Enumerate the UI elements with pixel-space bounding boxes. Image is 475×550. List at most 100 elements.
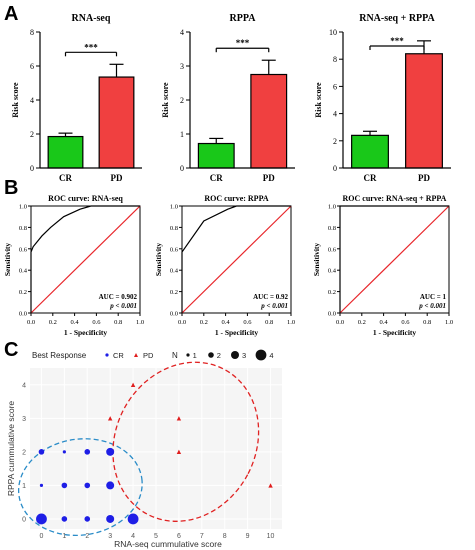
x-tick-label: 1.0 bbox=[136, 319, 144, 326]
roc-title: ROC curve: RNA-seq bbox=[48, 194, 123, 203]
bar-chart-rna-seq: RNA-seq Risk score CR PD 0 2 4 6 8 *** bbox=[11, 13, 142, 183]
y-tick-label: 1 bbox=[22, 483, 26, 490]
x-tick-label: 0.2 bbox=[200, 319, 208, 326]
y-tick-label: 2 bbox=[22, 449, 26, 456]
auc-label: AUC = 0.902 bbox=[99, 293, 138, 301]
roc-curve bbox=[30, 205, 140, 313]
x-axis-label: 1 - Specificity bbox=[64, 328, 108, 337]
pd-ellipse bbox=[112, 361, 260, 522]
x-axis-label: RNA-seq cummulative score bbox=[114, 539, 222, 549]
y-tick-label: 2 bbox=[180, 96, 184, 105]
bar-chart-combined: RNA-seq + RPPA Risk score CR PD 0 2 4 6 8 10 *** bbox=[314, 13, 451, 183]
y-tick-label: 6 bbox=[333, 82, 337, 91]
significance-label: *** bbox=[390, 36, 404, 46]
cr-ellipse bbox=[17, 438, 143, 537]
x-tick-label: 1 bbox=[62, 533, 66, 540]
x-tick-label: 0.2 bbox=[358, 319, 366, 326]
y-tick-label: 0.8 bbox=[19, 225, 27, 232]
x-tick-label: 0.8 bbox=[114, 319, 122, 326]
legend-cr-marker bbox=[105, 353, 109, 357]
x-axis-label: 1 - Specificity bbox=[215, 328, 259, 337]
pd-point bbox=[176, 416, 182, 421]
bar-chart-title: RPPA bbox=[230, 13, 257, 24]
roc-curve bbox=[181, 205, 291, 313]
cr-point bbox=[84, 482, 91, 489]
auc-label: AUC = 0.92 bbox=[253, 293, 288, 301]
y-axis-label: Sensitivity bbox=[3, 243, 12, 277]
bar-chart-title: RNA-seq + RPPA bbox=[359, 13, 435, 24]
y-tick-label: 4 bbox=[30, 96, 34, 105]
cr-point bbox=[106, 447, 115, 456]
x-tick-label: 0.6 bbox=[401, 319, 410, 326]
y-tick-label: 0.0 bbox=[170, 311, 178, 318]
legend-size-marker bbox=[231, 351, 239, 359]
reference-diagonal bbox=[30, 205, 141, 314]
bar-pd bbox=[405, 53, 443, 169]
legend-size-label: 2 bbox=[217, 351, 221, 360]
roc-title: ROC curve: RPPA bbox=[204, 194, 269, 203]
cr-point bbox=[62, 450, 66, 454]
pd-point bbox=[268, 483, 273, 488]
legend-title: Best Response bbox=[32, 351, 87, 360]
x-tick-label: CR bbox=[210, 173, 223, 183]
x-tick-label: 8 bbox=[223, 533, 227, 540]
pd-point bbox=[176, 449, 182, 455]
y-tick-label: 3 bbox=[180, 62, 184, 71]
y-tick-label: 4 bbox=[333, 110, 337, 119]
x-tick-label: PD bbox=[418, 173, 430, 183]
significance-label: *** bbox=[84, 42, 98, 52]
reference-diagonal bbox=[339, 205, 450, 314]
cr-point bbox=[106, 514, 115, 523]
cr-point bbox=[38, 449, 45, 455]
y-axis-label: RPPA cummulative score bbox=[6, 401, 16, 497]
y-axis-label: Risk score bbox=[161, 82, 170, 118]
y-tick-label: 0.6 bbox=[170, 246, 179, 253]
x-tick-label: 2 bbox=[85, 533, 89, 540]
legend-size-marker bbox=[208, 352, 214, 358]
panel-label-a: A bbox=[4, 3, 18, 25]
p-value-label: p < 0.001 bbox=[260, 302, 288, 310]
bar-cr bbox=[47, 135, 84, 169]
roc-chart-combined: ROC curve: RNA-seq + RPPA 0.00.0 0.2 0.2 0.4… bbox=[312, 194, 453, 337]
y-tick-label: 2 bbox=[333, 137, 337, 146]
x-tick-label: 6 bbox=[177, 533, 181, 540]
y-tick-label: 0 bbox=[22, 516, 26, 523]
cr-point bbox=[84, 449, 91, 455]
y-axis-label: Sensitivity bbox=[312, 243, 321, 277]
y-tick-label: 0.6 bbox=[19, 246, 28, 253]
legend-size-label: 4 bbox=[269, 351, 273, 360]
x-tick-label: 0.0 bbox=[336, 319, 344, 326]
reference-diagonal bbox=[181, 205, 292, 314]
legend-size-marker bbox=[186, 353, 190, 357]
x-tick-label: 0.2 bbox=[49, 319, 57, 326]
legend-size-label: 3 bbox=[242, 351, 246, 360]
y-tick-label: 0.8 bbox=[170, 225, 178, 232]
x-tick-label: 4 bbox=[131, 533, 135, 540]
x-tick-label: 0.0 bbox=[27, 319, 35, 326]
bar-cr bbox=[351, 134, 389, 169]
pd-point bbox=[107, 416, 113, 421]
cr-point bbox=[106, 481, 115, 490]
x-tick-label: 0.4 bbox=[380, 319, 389, 326]
legend-pd-label: PD bbox=[143, 351, 154, 360]
y-tick-label: 0.4 bbox=[170, 268, 179, 275]
x-tick-label: 3 bbox=[108, 533, 112, 540]
x-tick-label: PD bbox=[263, 173, 275, 183]
pd-point bbox=[130, 382, 136, 387]
bar-pd bbox=[250, 73, 288, 169]
y-tick-label: 1.0 bbox=[19, 204, 27, 211]
bar-pd bbox=[98, 76, 135, 169]
y-axis-label: Risk score bbox=[11, 82, 20, 118]
panel-label-c: C bbox=[4, 339, 18, 361]
legend-cr-label: CR bbox=[113, 351, 124, 360]
cr-point bbox=[36, 513, 47, 525]
y-tick-label: 1 bbox=[180, 130, 184, 139]
x-tick-label: 0.6 bbox=[243, 319, 252, 326]
bar-cr bbox=[197, 142, 235, 169]
roc-title: ROC curve: RNA-seq + RPPA bbox=[343, 194, 447, 203]
x-tick-label: CR bbox=[364, 173, 377, 183]
p-value-label: p < 0.001 bbox=[109, 302, 137, 310]
auc-label: AUC = 1 bbox=[420, 293, 447, 301]
